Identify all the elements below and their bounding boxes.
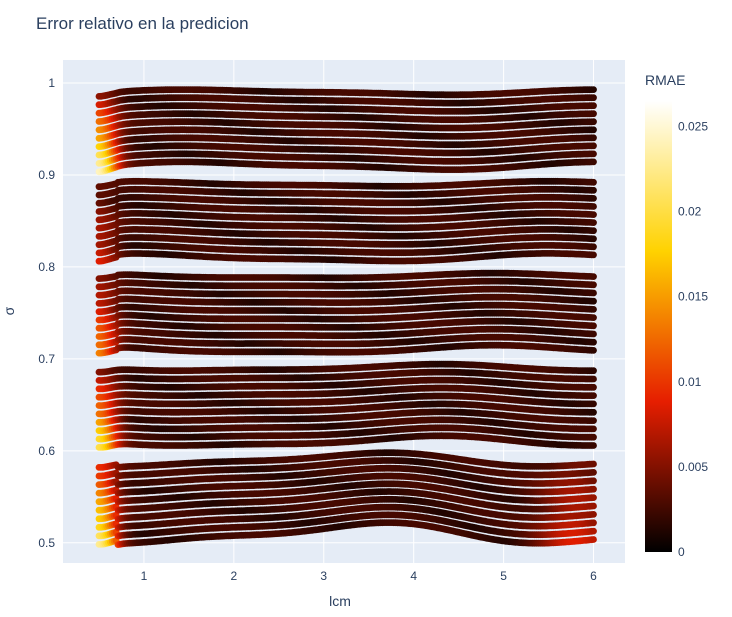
sigma-curve [95,142,597,159]
chart-title: Error relativo en la predicion [36,14,249,33]
data-point [590,102,597,110]
data-point [590,134,597,142]
data-point [590,150,597,158]
data-point [590,186,597,194]
data-point [590,203,597,210]
data-point [590,211,597,219]
data-point [590,118,597,126]
data-point [590,158,597,166]
data-point [590,243,597,251]
data-point [590,195,597,202]
data-point [590,110,597,118]
data-point [590,94,597,102]
data-point [590,142,597,150]
data-point [590,219,597,227]
sigma-curve [95,150,597,167]
sigma-curve [95,158,597,176]
data-point [590,86,597,93]
data-point [590,235,597,243]
data-point [590,251,597,259]
data-point [590,227,597,235]
data-point [590,126,597,134]
data-curves [95,86,597,548]
